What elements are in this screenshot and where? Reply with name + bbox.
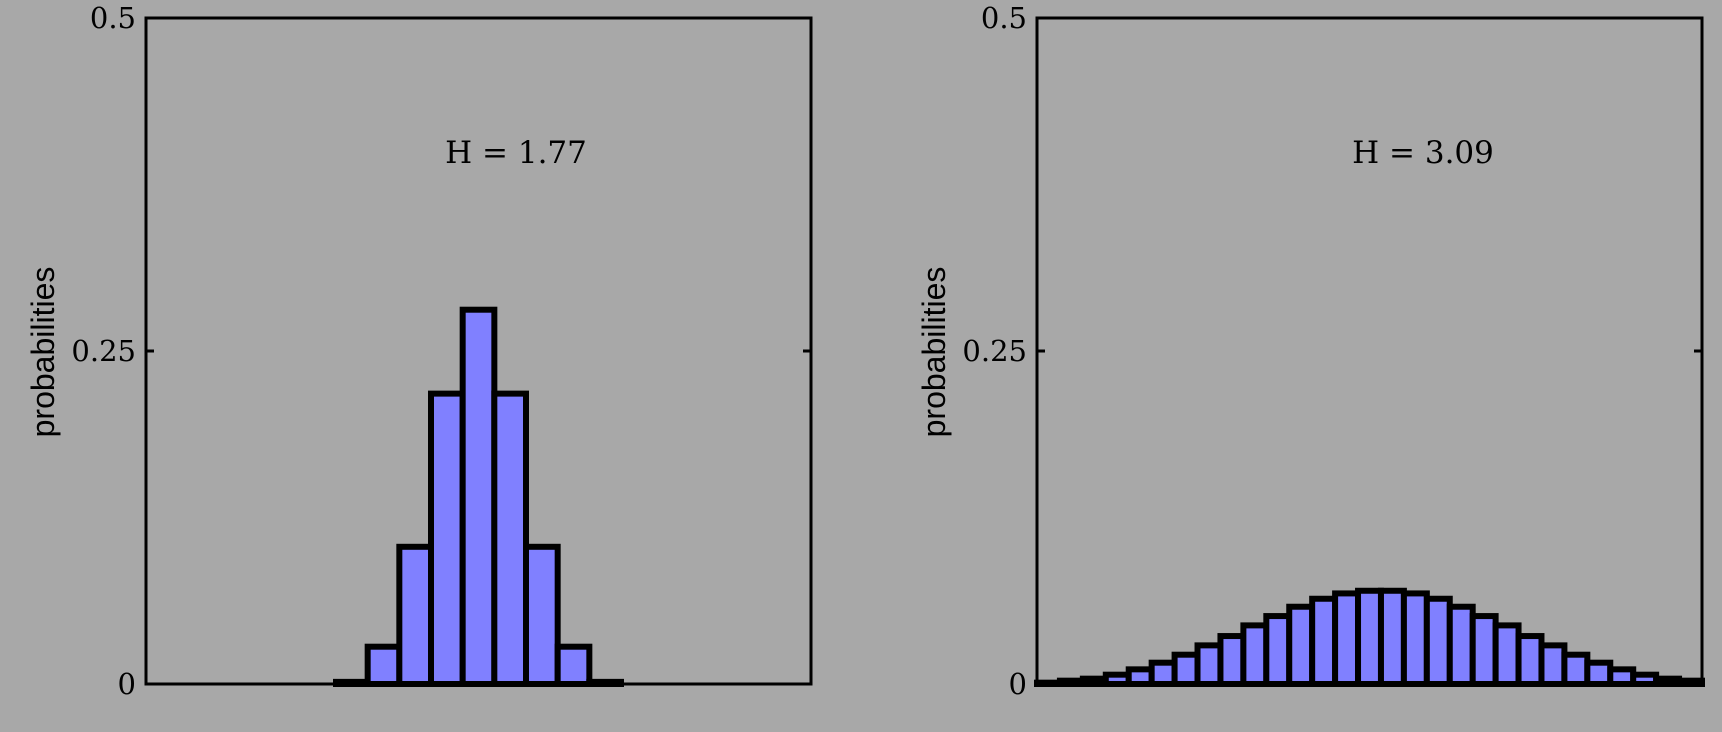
y-tick-label: 0.5 — [90, 1, 136, 35]
bar — [1309, 595, 1339, 687]
bar — [333, 678, 371, 687]
entropy-annotation-left: H = 1.77 — [445, 135, 587, 171]
bars-right — [1034, 587, 1705, 688]
bar — [491, 390, 529, 687]
bar — [364, 643, 403, 688]
bar — [1102, 671, 1132, 687]
y-ticks-left: 0 0.25 0.5 — [71, 1, 811, 701]
bar — [396, 543, 434, 687]
bar — [459, 306, 498, 687]
chart-left: 0 0.25 0.5 probabilities H = 1.77 — [25, 1, 813, 701]
bar — [1676, 677, 1705, 687]
bar — [1240, 622, 1270, 688]
bar — [1630, 671, 1660, 687]
bar — [523, 543, 561, 687]
y-tick-label: 0 — [1009, 667, 1027, 701]
chart-right: 0 0.25 0.5 probabilities H = 3.09 — [916, 1, 1705, 701]
bar — [1194, 642, 1224, 687]
bar — [1286, 603, 1316, 687]
bar — [1607, 666, 1637, 687]
bar — [1400, 590, 1430, 687]
bar — [1492, 622, 1522, 688]
y-tick-label: 0 — [118, 667, 136, 701]
bar — [1561, 651, 1591, 688]
y-tick-label: 0.25 — [962, 334, 1027, 368]
bar — [1171, 651, 1201, 688]
bar — [586, 678, 625, 687]
bar — [1538, 642, 1568, 687]
bar — [1515, 633, 1545, 687]
bar — [1377, 587, 1407, 688]
bars-left — [146, 306, 811, 688]
bar — [1332, 590, 1362, 687]
bar — [428, 390, 466, 687]
y-axis-label-left: probabilities — [25, 267, 61, 438]
bar — [1148, 659, 1178, 688]
y-axis-label-right: probabilities — [916, 267, 952, 438]
bar — [1263, 613, 1293, 688]
bar — [1217, 633, 1247, 687]
y-ticks-right: 0 0.25 0.5 — [962, 1, 1702, 701]
bar — [1056, 677, 1086, 687]
bar — [1355, 587, 1384, 688]
y-tick-label: 0.5 — [981, 1, 1027, 35]
bar — [1079, 675, 1109, 687]
bar — [1653, 675, 1683, 687]
entropy-annotation-right: H = 3.09 — [1352, 135, 1494, 171]
bar — [1469, 613, 1499, 688]
bar — [1446, 603, 1476, 687]
y-tick-label: 0.25 — [71, 334, 136, 368]
bar — [1423, 595, 1453, 687]
bar — [1584, 659, 1614, 688]
bar — [1125, 666, 1155, 687]
bar — [554, 643, 593, 688]
